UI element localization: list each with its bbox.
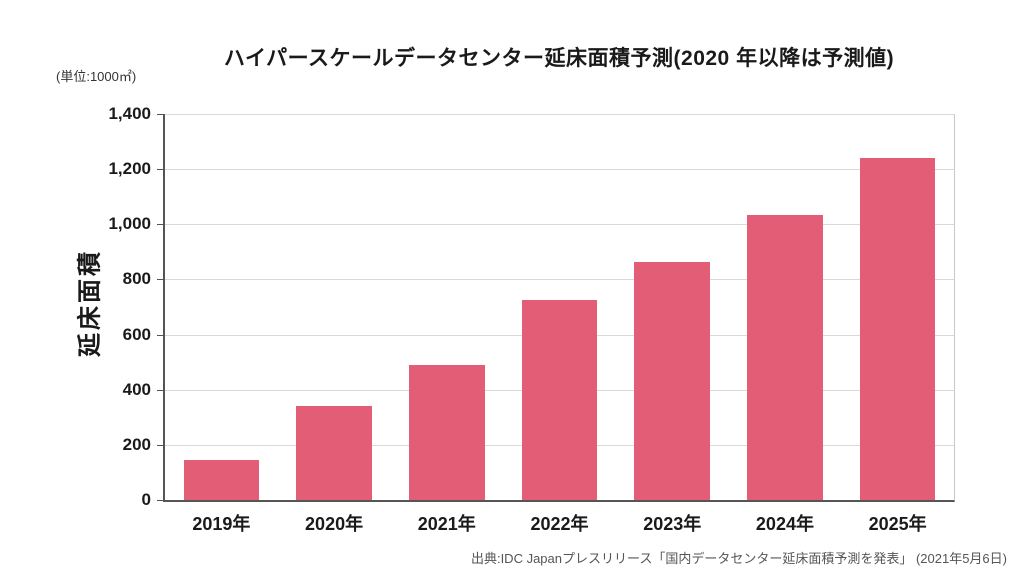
gridline bbox=[165, 169, 954, 171]
bar-2022年 bbox=[521, 300, 598, 500]
bars-layer: 2019年 2020年 2021年 2022年 2023年 2024年 2025年 bbox=[165, 114, 954, 534]
y-tick-label: 800 bbox=[122, 269, 151, 289]
bar-slot: 2019年 bbox=[165, 114, 278, 534]
plot-area: 2019年 2020年 2021年 2022年 2023年 2024年 2025年 1,40… bbox=[108, 104, 955, 534]
x-tick-label: 2021年 bbox=[417, 514, 476, 534]
bar-slot: 2021年 bbox=[390, 114, 503, 534]
y-tick-label: 1,400 bbox=[108, 104, 151, 123]
y-tick-label: 200 bbox=[122, 434, 151, 454]
y-tick-mark bbox=[157, 114, 163, 115]
bar-slot: 2025年 bbox=[841, 114, 954, 534]
gridline bbox=[165, 224, 954, 226]
bar-slot: 2020年 bbox=[278, 114, 391, 534]
bar-slot: 2023年 bbox=[616, 114, 729, 534]
unit-label: (単位:1000㎡) bbox=[56, 69, 137, 84]
bar-2023年 bbox=[634, 261, 710, 500]
bar-2020年 bbox=[296, 406, 372, 500]
y-tick-mark bbox=[157, 500, 163, 501]
y-tick-label: 0 bbox=[141, 490, 151, 509]
bar-slot: 2024年 bbox=[729, 114, 842, 534]
y-tick-label: 600 bbox=[122, 324, 151, 344]
x-tick-label: 2022年 bbox=[530, 514, 589, 534]
y-tick-mark bbox=[157, 224, 163, 226]
bar-slot: 2022年 bbox=[503, 114, 616, 534]
bar-2019年 bbox=[183, 460, 260, 500]
y-tick-mark bbox=[157, 444, 163, 446]
y-tick-mark bbox=[157, 279, 163, 281]
bar-2021年 bbox=[409, 364, 485, 500]
bar-2024年 bbox=[747, 214, 823, 500]
y-tick-mark bbox=[157, 389, 163, 391]
chart-title: ハイパースケールデータセンター延床面積予測(2020 年以降は予測値) bbox=[223, 47, 895, 70]
y-tick-mark bbox=[157, 169, 163, 171]
y-tick-label: 1,000 bbox=[108, 214, 151, 234]
gridline bbox=[165, 114, 954, 115]
y-tick-mark bbox=[157, 334, 163, 336]
x-tick-label: 2019年 bbox=[192, 514, 251, 534]
y-tick-label: 1,200 bbox=[108, 159, 151, 179]
x-tick-label: 2025年 bbox=[868, 514, 927, 534]
source-note: 出典:IDC Japanプレスリリース「国内データセンター延床面積予測を発表」 … bbox=[470, 551, 1007, 566]
x-tick-label: 2023年 bbox=[643, 514, 702, 534]
bar-2025年 bbox=[859, 158, 936, 500]
y-tick-label: 400 bbox=[122, 379, 151, 399]
x-tick-label: 2024年 bbox=[755, 514, 814, 534]
gridline bbox=[165, 279, 954, 281]
x-tick-label: 2020年 bbox=[305, 514, 364, 534]
y-axis-title: 延床面積 bbox=[76, 249, 104, 357]
